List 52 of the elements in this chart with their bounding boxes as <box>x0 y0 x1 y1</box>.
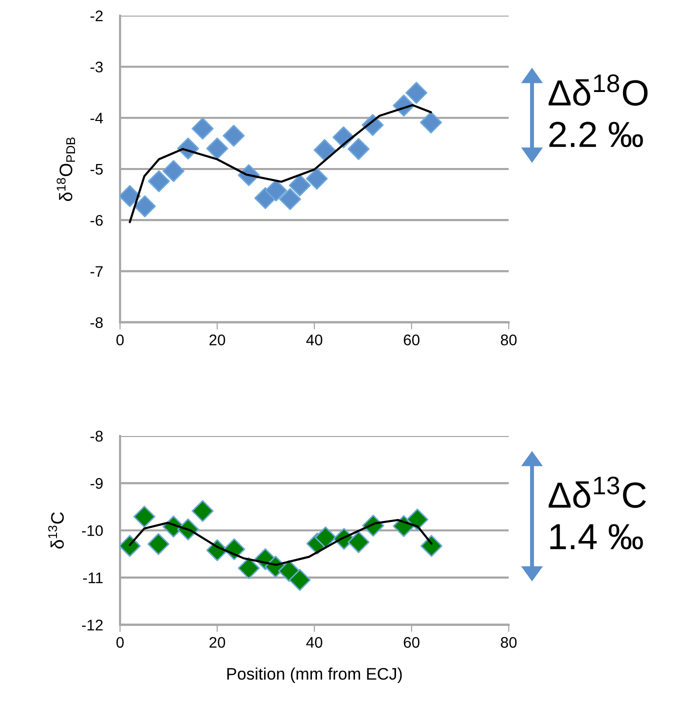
x-tick-label: 40 <box>306 334 322 346</box>
x-tick-label: 80 <box>500 637 517 648</box>
y-tick-label: -7 <box>90 266 103 277</box>
y-tick-label: -4 <box>90 112 103 124</box>
y-tick-label: -8 <box>90 317 103 328</box>
point <box>222 124 245 147</box>
point <box>314 526 337 548</box>
point <box>306 168 328 190</box>
point <box>265 179 287 202</box>
point <box>420 111 442 134</box>
y-tick-label: -10 <box>82 525 103 536</box>
point <box>348 138 370 160</box>
point <box>314 139 336 162</box>
x-tick-label: 60 <box>404 334 420 346</box>
y-tick-label: -6 <box>90 214 103 226</box>
y-tick-label: -5 <box>90 164 103 175</box>
point <box>206 138 228 160</box>
x-tick-label: 80 <box>500 334 517 346</box>
x-axis-title: Position (mm from ECJ) <box>227 668 402 684</box>
y-tick-label: -3 <box>90 62 103 72</box>
y-tick-label: -9 <box>90 478 103 489</box>
point <box>238 557 260 580</box>
point <box>288 568 311 591</box>
point <box>348 531 370 554</box>
text: Δδ$^{13}$C 1.4 ‰ <box>548 476 646 550</box>
point <box>148 170 170 192</box>
point <box>192 118 214 140</box>
y-tick-label: -2 <box>90 10 103 22</box>
point <box>120 185 141 208</box>
y-tick-label: -11 <box>83 572 103 584</box>
point <box>420 534 442 557</box>
point <box>288 174 311 196</box>
y-tick-label: -12 <box>82 620 103 630</box>
point <box>192 500 214 522</box>
text: Δδ$^{18}$O 2.2 ‰ <box>548 74 648 148</box>
point <box>147 533 170 556</box>
x-tick-label: 0 <box>116 637 124 648</box>
x-tick-label: 60 <box>404 637 420 648</box>
y-axis-title: δ$^{18}$O$_{PDB}$ <box>56 137 76 201</box>
x-tick-label: 40 <box>306 637 322 648</box>
x-tick-label: 0 <box>116 334 124 346</box>
point <box>134 195 156 218</box>
point <box>279 188 302 210</box>
x-tick-label: 20 <box>209 334 226 346</box>
x-tick-label: 20 <box>209 637 226 648</box>
point <box>162 160 184 182</box>
point <box>120 534 141 557</box>
y-axis-title: δ$^{13}$C <box>48 512 64 549</box>
point <box>405 82 428 104</box>
point <box>406 508 428 531</box>
point <box>133 506 156 528</box>
y-tick-label: -8 <box>90 430 103 442</box>
